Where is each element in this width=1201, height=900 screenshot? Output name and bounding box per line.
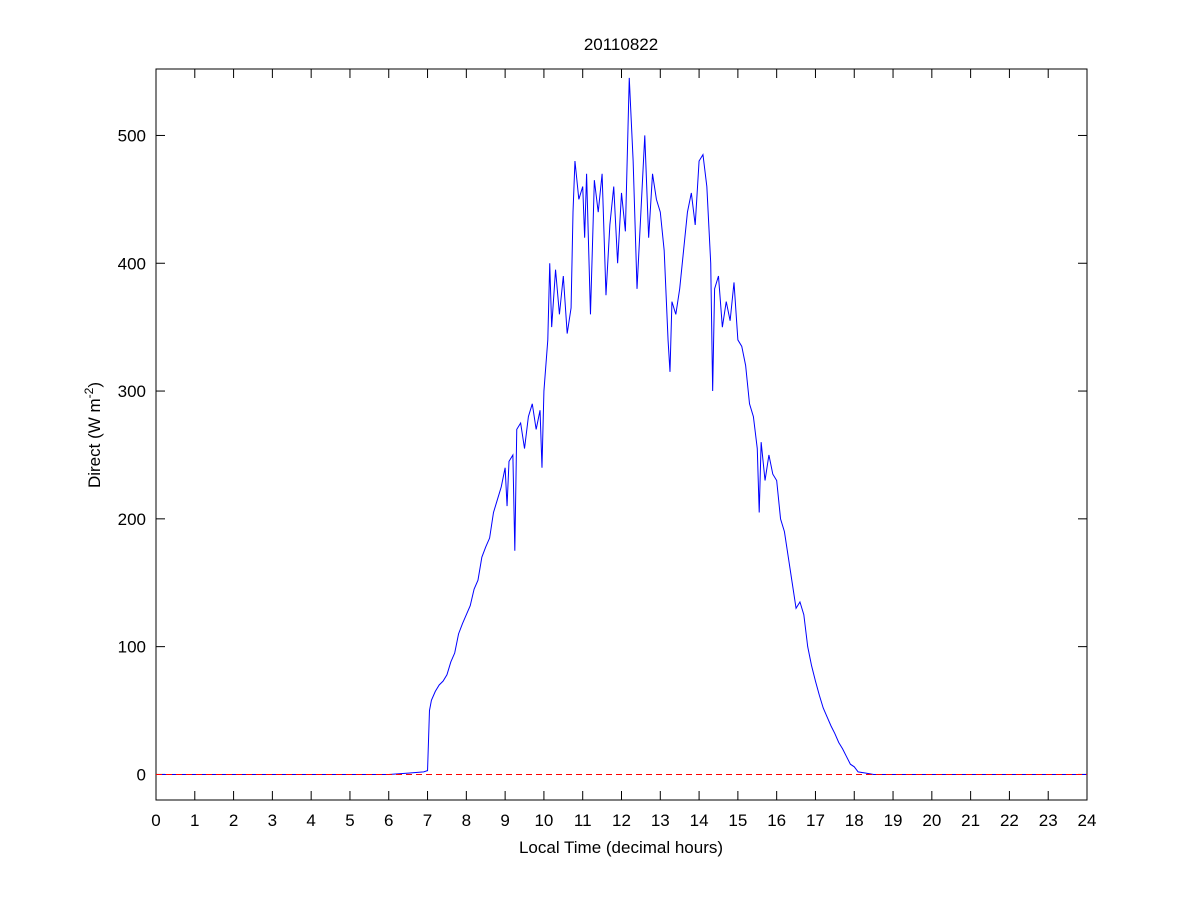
- x-tick-label: 20: [922, 811, 941, 830]
- x-tick-label: 4: [306, 811, 315, 830]
- x-tick-label: 16: [767, 811, 786, 830]
- x-tick-label: 19: [884, 811, 903, 830]
- y-label-sup: -2: [82, 387, 96, 398]
- x-tick-label: 1: [190, 811, 199, 830]
- x-tick-label: 6: [384, 811, 393, 830]
- y-tick-label: 400: [118, 254, 146, 273]
- x-tick-label: 21: [961, 811, 980, 830]
- y-tick-label: 100: [118, 638, 146, 657]
- x-tick-label: 23: [1039, 811, 1058, 830]
- x-tick-label: 8: [462, 811, 471, 830]
- x-tick-label: 24: [1078, 811, 1097, 830]
- x-tick-label: 18: [845, 811, 864, 830]
- x-tick-label: 13: [651, 811, 670, 830]
- chart-title: 20110822: [584, 35, 658, 54]
- x-tick-label: 2: [229, 811, 238, 830]
- x-tick-label: 12: [612, 811, 631, 830]
- x-tick-label: 9: [500, 811, 509, 830]
- x-tick-label: 3: [268, 811, 277, 830]
- y-tick-label: 300: [118, 382, 146, 401]
- y-label-text: Direct (W m: [85, 398, 104, 488]
- x-tick-label: 10: [534, 811, 553, 830]
- y-label-end: ): [85, 382, 104, 388]
- y-tick-label: 200: [118, 510, 146, 529]
- x-tick-label: 17: [806, 811, 825, 830]
- plot-area: [155, 68, 1088, 801]
- y-tick-label: 500: [118, 126, 146, 145]
- data-line: [156, 77, 1087, 775]
- x-tick-label: 11: [574, 811, 592, 830]
- x-tick-label: 22: [1000, 811, 1019, 830]
- x-tick-label: 0: [151, 811, 160, 830]
- x-tick-label: 7: [423, 811, 432, 830]
- y-tick-label: 0: [137, 765, 146, 784]
- x-tick-label: 14: [690, 811, 709, 830]
- x-tick-label: 5: [345, 811, 354, 830]
- y-axis-label: Direct (W m-2): [82, 382, 104, 488]
- x-axis-label: Local Time (decimal hours): [519, 838, 723, 857]
- x-tick-label: 15: [728, 811, 747, 830]
